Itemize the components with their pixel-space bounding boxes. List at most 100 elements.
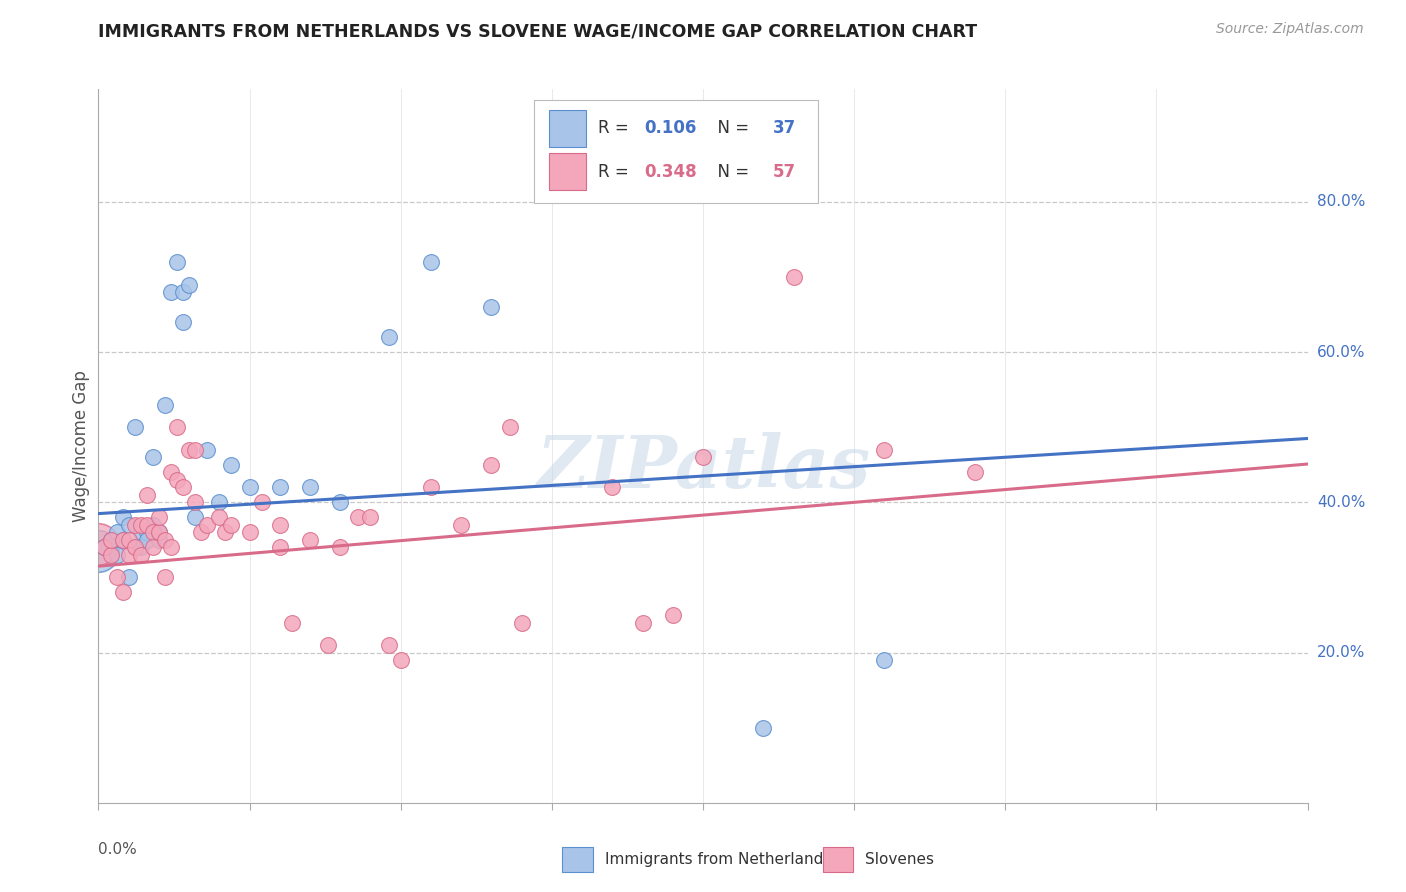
Point (498, 420, 520, 434)
Point (965, 465, 987, 479)
Point (111, 533, 134, 547)
Point (172, 315, 194, 329)
Text: 40.0%: 40.0% (1317, 495, 1365, 510)
Point (184, 495, 207, 509)
Point (377, 638, 399, 652)
Text: IMMIGRANTS FROM NETHERLANDS VS SLOVENE WAGE/INCOME GAP CORRELATION CHART: IMMIGRANTS FROM NETHERLANDS VS SLOVENE W… (98, 22, 977, 40)
Point (135, 488, 157, 502)
Point (782, 270, 804, 285)
Point (148, 525, 170, 540)
Point (239, 525, 262, 540)
Point (166, 255, 188, 269)
Point (190, 525, 212, 540)
Point (419, 255, 441, 269)
Text: 57: 57 (773, 162, 796, 180)
Text: 80.0%: 80.0% (1317, 194, 1365, 210)
Point (142, 450, 165, 465)
Point (377, 330, 399, 344)
Point (142, 517, 165, 532)
Text: Source: ZipAtlas.com: Source: ZipAtlas.com (1216, 22, 1364, 37)
Point (118, 517, 141, 532)
Point (752, 721, 775, 735)
Point (148, 510, 170, 524)
Point (129, 541, 152, 555)
Point (195, 442, 218, 457)
Point (166, 473, 188, 487)
Text: R =: R = (598, 120, 634, 137)
Point (129, 548, 152, 562)
FancyBboxPatch shape (550, 110, 586, 147)
Point (316, 638, 339, 652)
Y-axis label: Wage/Income Gap: Wage/Income Gap (72, 370, 90, 522)
Text: Slovenes: Slovenes (865, 853, 934, 867)
Point (347, 510, 370, 524)
Point (153, 570, 176, 584)
Point (148, 533, 170, 547)
Point (118, 533, 141, 547)
Point (166, 420, 188, 434)
FancyBboxPatch shape (534, 100, 818, 203)
Text: 0.348: 0.348 (644, 162, 696, 180)
Point (661, 607, 683, 622)
Text: ZIPatlas: ZIPatlas (536, 432, 870, 503)
Point (135, 525, 157, 540)
Text: R =: R = (598, 162, 634, 180)
Point (135, 533, 157, 547)
Point (208, 495, 231, 509)
Point (105, 525, 128, 540)
Point (221, 458, 243, 472)
Point (510, 615, 533, 630)
Point (329, 541, 352, 555)
Point (160, 465, 183, 479)
Point (873, 442, 896, 457)
Point (873, 653, 896, 667)
Point (269, 480, 291, 494)
Point (124, 420, 146, 434)
Text: 0.106: 0.106 (644, 120, 696, 137)
Point (111, 533, 134, 547)
Point (281, 615, 304, 630)
Point (195, 517, 218, 532)
Point (177, 277, 201, 292)
Point (172, 285, 194, 299)
Point (481, 300, 503, 314)
Point (602, 480, 624, 494)
Point (160, 285, 183, 299)
Point (142, 541, 165, 555)
Point (93, 541, 115, 555)
Point (118, 570, 141, 584)
Text: N =: N = (707, 162, 754, 180)
Point (100, 533, 122, 547)
Point (450, 517, 472, 532)
Point (129, 517, 152, 532)
Point (153, 398, 176, 412)
Point (269, 517, 291, 532)
Point (111, 585, 134, 599)
Text: 37: 37 (773, 120, 796, 137)
Point (93, 541, 115, 555)
Text: 60.0%: 60.0% (1317, 344, 1365, 359)
Point (299, 480, 322, 494)
Point (100, 533, 122, 547)
Point (692, 450, 714, 465)
Point (129, 525, 152, 540)
Point (124, 541, 146, 555)
Point (360, 510, 382, 524)
Point (184, 510, 207, 524)
Point (299, 533, 322, 547)
Point (87, 544, 110, 558)
Point (105, 570, 128, 584)
Point (329, 495, 352, 509)
Point (111, 510, 134, 524)
Text: 0.0%: 0.0% (98, 842, 138, 857)
Point (160, 541, 183, 555)
Point (631, 615, 654, 630)
Point (250, 495, 273, 509)
Point (481, 458, 503, 472)
Point (221, 517, 243, 532)
Text: 20.0%: 20.0% (1317, 645, 1365, 660)
Point (100, 548, 122, 562)
FancyBboxPatch shape (550, 153, 586, 190)
Point (419, 480, 441, 494)
Point (87, 536, 110, 550)
